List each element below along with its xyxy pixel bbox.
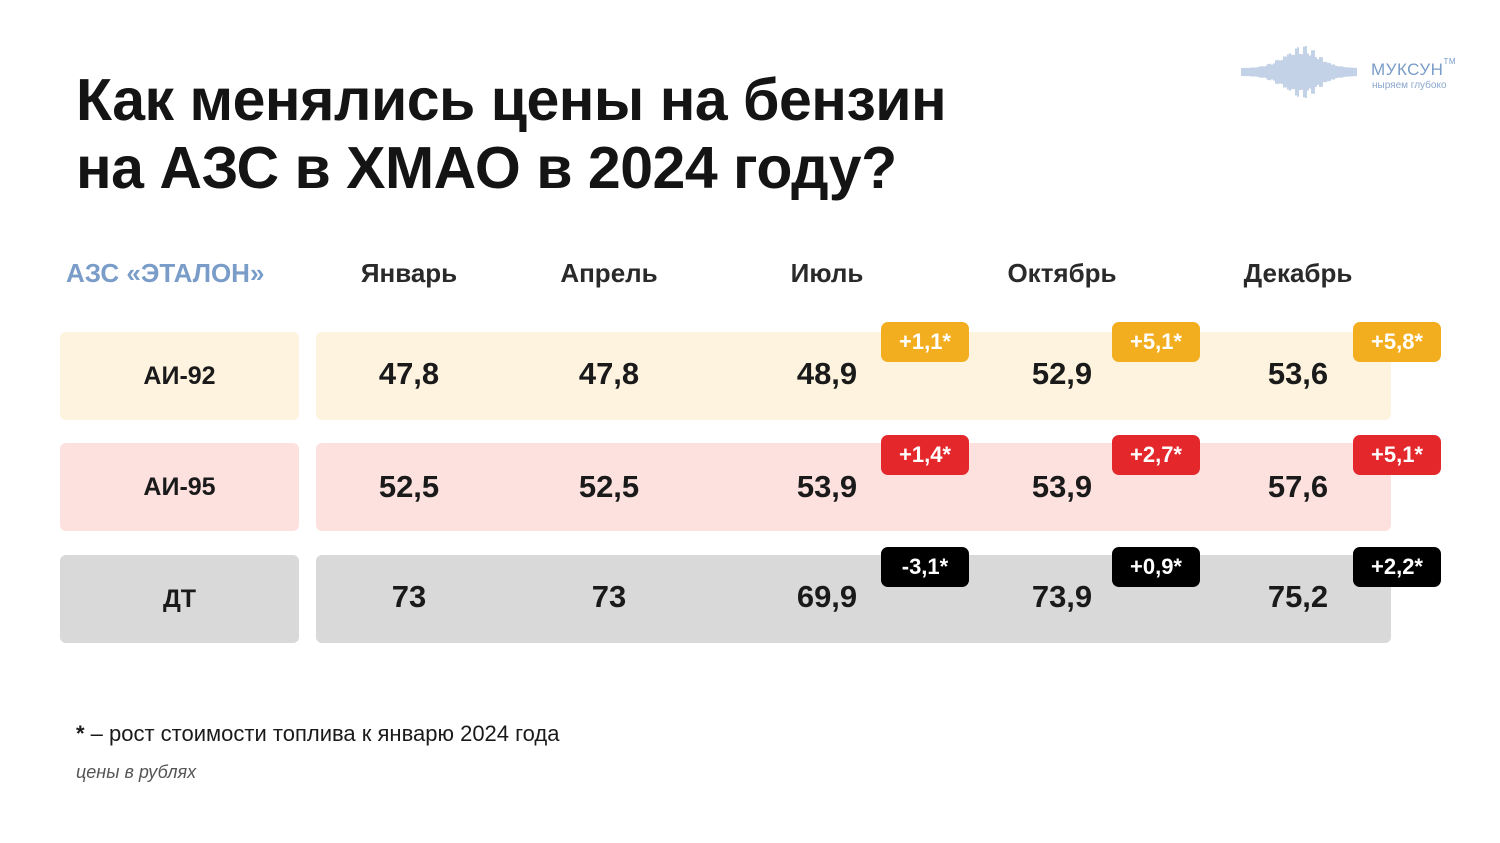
footnote-text: – рост стоимости топлива к январю 2024 г… (84, 721, 560, 746)
column-header-december: Декабрь (1243, 258, 1353, 288)
price-ai92-october: 52,9 (1031, 356, 1093, 391)
change-badge-ai92-december: +5,8* (1353, 322, 1441, 362)
title-line-1: Как менялись цены на бензин (76, 67, 947, 133)
logo-name: МУКСУН (1371, 60, 1444, 79)
change-badge-ai92-july: +1,1* (881, 322, 969, 362)
column-header-october: Октябрь (1007, 258, 1117, 288)
logo-brand: МУКСУНTM (1371, 57, 1457, 80)
row-label-ai92: АИ-92 (60, 332, 299, 420)
logo: МУКСУНTM ныряем глубоко (1240, 42, 1457, 104)
row-label-dt: ДТ (60, 555, 299, 643)
station-label: АЗС «ЭТАЛОН» (66, 258, 265, 288)
logo-tagline: ныряем глубоко (1372, 80, 1447, 91)
price-dt-october: 73,9 (1031, 579, 1093, 614)
price-dt-january: 73 (391, 579, 427, 614)
row-band-ai92 (316, 332, 1391, 420)
price-ai95-october: 53,9 (1031, 469, 1093, 504)
title-line-2: на АЗС в ХМАО в 2024 году? (76, 135, 897, 201)
change-badge-ai92-october: +5,1* (1112, 322, 1200, 362)
price-dt-july: 69,9 (796, 579, 858, 614)
row-band-dt (316, 555, 1391, 643)
price-ai95-december: 57,6 (1267, 469, 1329, 504)
change-badge-dt-december: +2,2* (1353, 547, 1441, 587)
column-header-april: Апрель (560, 258, 658, 288)
row-label-ai95: АИ-95 (60, 443, 299, 531)
change-badge-ai95-october: +2,7* (1112, 435, 1200, 475)
waveform-logo-icon (1241, 45, 1357, 99)
unit-note: цены в рублях (76, 762, 197, 782)
column-header-january: Январь (360, 258, 458, 288)
row-band-ai95 (316, 443, 1391, 531)
change-badge-dt-july: -3,1* (881, 547, 969, 587)
footnote: * – рост стоимости топлива к январю 2024… (76, 721, 560, 747)
price-ai95-april: 52,5 (578, 469, 640, 504)
column-header-july: Июль (790, 258, 864, 288)
change-badge-ai95-december: +5,1* (1353, 435, 1441, 475)
price-ai95-january: 52,5 (378, 469, 440, 504)
price-ai92-july: 48,9 (796, 356, 858, 391)
logo-tm: TM (1443, 57, 1457, 66)
price-ai95-july: 53,9 (796, 469, 858, 504)
price-ai92-january: 47,8 (378, 356, 440, 391)
change-badge-dt-october: +0,9* (1112, 547, 1200, 587)
page-title: Как менялись цены на бензин на АЗС в ХМА… (76, 66, 947, 202)
footnote-marker: * (76, 721, 85, 746)
price-dt-april: 73 (591, 579, 627, 614)
change-badge-ai95-july: +1,4* (881, 435, 969, 475)
price-ai92-april: 47,8 (578, 356, 640, 391)
price-ai92-december: 53,6 (1267, 356, 1329, 391)
price-dt-december: 75,2 (1267, 579, 1329, 614)
